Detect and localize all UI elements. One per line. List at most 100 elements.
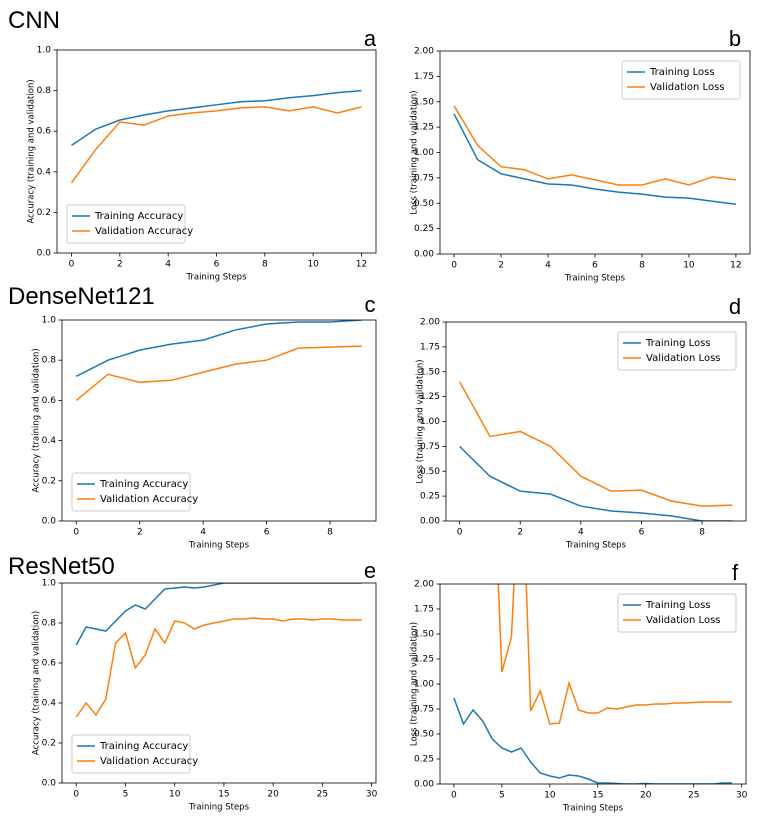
x-tick-label: 25 [688, 791, 699, 801]
plot-lines [453, 584, 733, 784]
data-line [75, 345, 362, 401]
legend-box [71, 472, 191, 512]
x-axis-label: Training Steps [562, 804, 624, 814]
data-line [453, 697, 733, 784]
x-tick-label: 8 [639, 261, 645, 271]
legend-label: Training Accuracy [99, 479, 188, 490]
x-tick-label: 30 [366, 790, 378, 800]
chart-panel: c 0.0 0.2 0.4 0.6 0.8 1.0 0 2 4 6 8 Training Steps Ac… [32, 292, 377, 551]
y-tick-label: 1.75 [420, 342, 440, 352]
x-tick-label: 0 [73, 528, 79, 538]
y-tick-label: 0.50 [420, 467, 440, 477]
x-tick-label: 0 [451, 791, 457, 801]
x-tick-label: 20 [640, 791, 652, 801]
y-tick-label: 2.00 [414, 47, 434, 57]
x-tick-label: 6 [264, 528, 270, 538]
x-tick-label: 2 [498, 261, 504, 271]
plot-lines [458, 381, 733, 521]
x-tick-label: 8 [262, 260, 268, 270]
y-tick-label: 0.6 [42, 396, 57, 406]
plot-frame [445, 321, 747, 522]
data-line [75, 617, 362, 718]
y-tick-label: 0.00 [420, 517, 440, 527]
legend-label: Training Accuracy [94, 211, 183, 222]
y-tick-label: 0.2 [37, 208, 51, 218]
chart-panel: d 0.00 0.25 0.50 0.75 1.00 1.25 1.50 1.75 2.00 0 2 4… [416, 294, 747, 551]
x-axis-label: Training Steps [564, 274, 626, 284]
y-tick-label: 1.0 [42, 579, 57, 589]
y-tick-label: 1.0 [37, 46, 52, 56]
plot-frame [56, 49, 377, 254]
panel-letter: b [729, 26, 741, 51]
y-tick-label: 0.4 [42, 436, 57, 446]
y-tick-label: 0.8 [42, 619, 57, 629]
x-tick-label: 6 [639, 528, 645, 538]
y-tick-label: 1.00 [414, 148, 434, 158]
x-tick-label: 15 [592, 791, 603, 801]
x-tick-label: 10 [544, 791, 556, 801]
y-tick-label: 0.25 [414, 755, 434, 765]
row-label: DenseNet121 [8, 283, 155, 310]
panel-letter: c [365, 292, 376, 317]
y-axis-label: Accuracy (training and validation) [32, 611, 42, 755]
y-tick-label: 0.0 [37, 249, 52, 259]
y-axis-label: Accuracy (training and validation) [27, 79, 37, 223]
y-tick-label: 1.25 [414, 655, 434, 665]
legend-label: Validation Loss [646, 353, 721, 364]
x-tick-label: 0 [69, 260, 75, 270]
x-tick-label: 4 [165, 260, 171, 270]
plot-frame [61, 319, 377, 522]
y-tick-label: 0.2 [42, 739, 56, 749]
x-tick-label: 12 [356, 260, 367, 270]
legend-label: Training Accuracy [99, 741, 188, 752]
legend-label: Validation Loss [650, 82, 725, 93]
x-tick-label: 4 [578, 528, 584, 538]
plot-lines [75, 320, 362, 401]
data-line [453, 113, 737, 206]
data-line [453, 105, 737, 186]
row-label: CNN [8, 7, 60, 34]
x-tick-label: 8 [699, 528, 705, 538]
x-tick-label: 2 [517, 528, 523, 538]
panel-letter: a [364, 26, 377, 51]
chart-panel: b 0.00 0.25 0.50 0.75 1.00 1.25 1.50 1.75 2.00 0 2 4… [410, 26, 751, 284]
chart-panel: e 0.0 0.2 0.4 0.6 0.8 1.0 0 5 10 15 20 25 30 Training … [32, 558, 378, 813]
y-tick-label: 0.0 [42, 517, 57, 527]
y-tick-label: 1.00 [420, 417, 440, 427]
y-axis-label: Loss (training and validation) [416, 359, 426, 483]
legend-box [66, 204, 186, 244]
x-tick-label: 10 [307, 260, 319, 270]
panel-letter: d [729, 294, 741, 319]
plot-frame [61, 582, 377, 784]
y-tick-label: 1.50 [414, 630, 434, 640]
plot-lines [453, 105, 737, 206]
legend-label: Training Loss [649, 67, 715, 78]
legend-box [617, 331, 737, 371]
legend-label: Validation Loss [646, 615, 721, 626]
x-tick-label: 4 [545, 261, 551, 271]
legend-label: Validation Accuracy [100, 756, 198, 767]
data-line [458, 381, 733, 507]
y-tick-label: 0.8 [37, 86, 52, 96]
x-tick-label: 10 [683, 261, 695, 271]
x-tick-label: 25 [317, 790, 328, 800]
y-tick-label: 0.25 [420, 492, 440, 502]
y-tick-label: 2.00 [420, 318, 440, 328]
y-tick-label: 0.75 [414, 173, 434, 183]
y-tick-label: 0.4 [37, 167, 52, 177]
data-line [75, 320, 362, 377]
y-tick-label: 0.8 [42, 356, 57, 366]
x-axis-label: Training Steps [188, 803, 250, 813]
legend-label: Validation Accuracy [100, 494, 198, 505]
row-label: ResNet50 [8, 553, 115, 580]
y-axis-label: Loss (training and validation) [410, 90, 420, 214]
legend-label: Validation Accuracy [95, 226, 193, 237]
x-tick-label: 10 [169, 790, 181, 800]
y-tick-label: 0.00 [414, 780, 434, 790]
y-tick-label: 0.4 [42, 699, 57, 709]
x-axis-label: Training Steps [188, 541, 250, 551]
x-tick-label: 8 [327, 528, 333, 538]
chart-panel: f 0.00 0.25 0.50 0.75 1.00 1.25 1.50 1.75 2.00 0 5 1… [410, 560, 748, 814]
x-tick-label: 15 [218, 790, 229, 800]
